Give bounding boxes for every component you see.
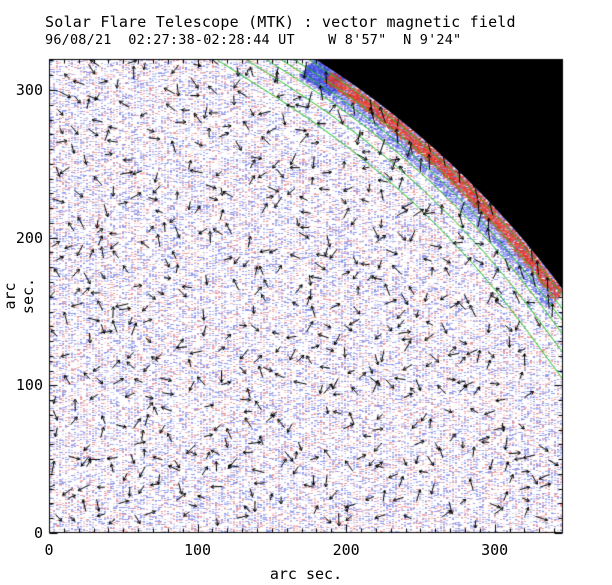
y-axis-label: arc sec. [1, 277, 37, 315]
y-tick-label: 300 [15, 81, 43, 99]
x-axis-label: arc sec. [269, 565, 343, 583]
y-tick-label: 0 [33, 524, 43, 542]
x-tick-label: 200 [332, 541, 360, 559]
plot-title: Solar Flare Telescope (MTK) : vector mag… [45, 13, 516, 31]
x-tick-label: 0 [44, 541, 54, 559]
plot-subtitle: 96/08/21 02:27:38-02:28:44 UT W 8'57" N … [45, 32, 462, 48]
x-tick-label: 100 [184, 541, 212, 559]
x-tick-label: 300 [481, 541, 509, 559]
y-tick-label: 200 [15, 228, 43, 247]
y-tick-label: 100 [15, 376, 43, 395]
